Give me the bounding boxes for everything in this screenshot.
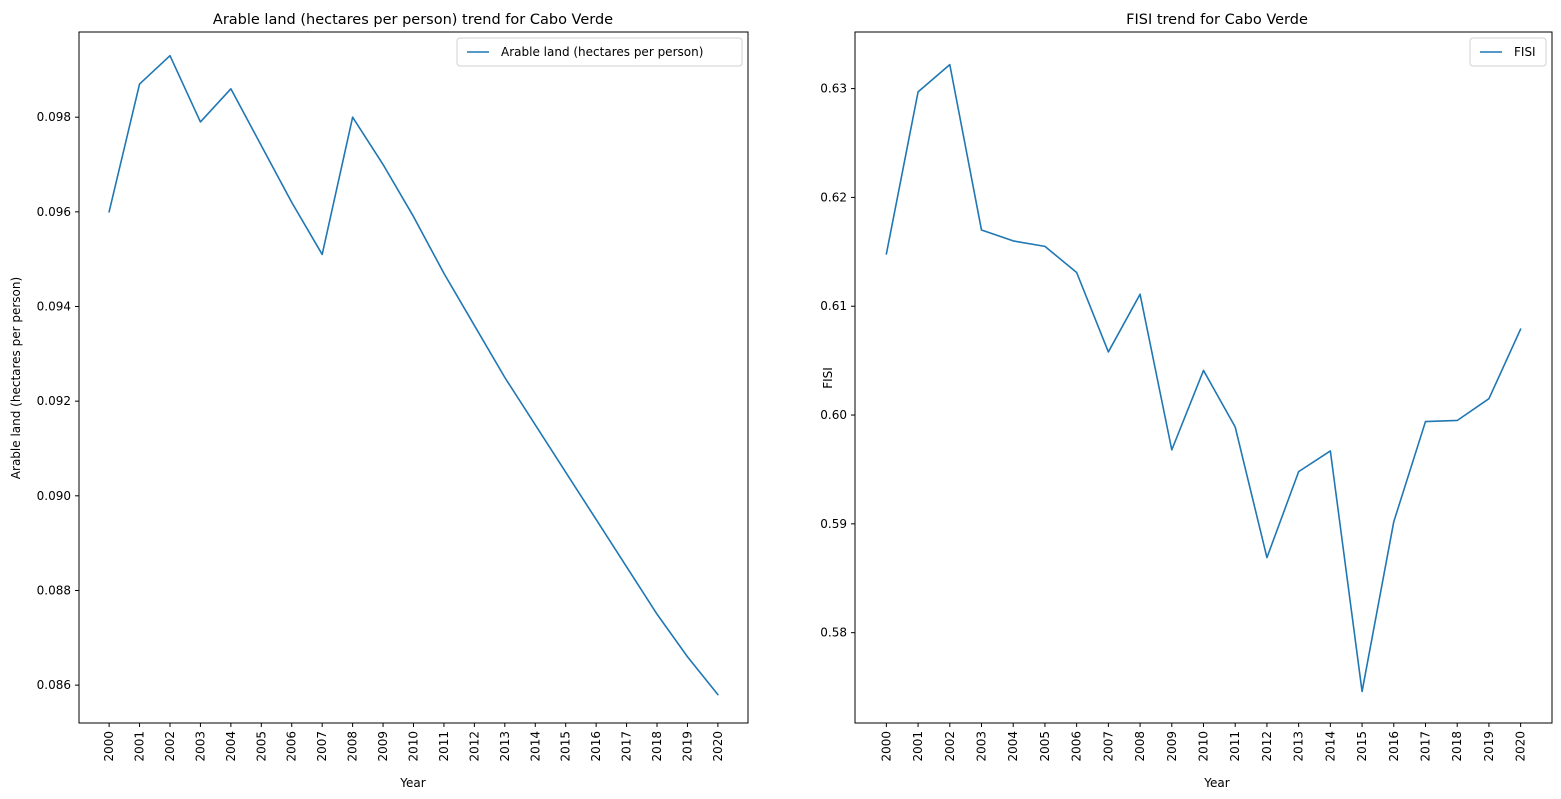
series-line: [108, 54, 719, 696]
x-tick-label: 2003: [193, 731, 207, 762]
y-ticks: 0.086 0.088 0.090 0.092 0.094 0.096 0.098: [37, 110, 79, 692]
x-tick-label: 2018: [1450, 731, 1464, 762]
x-axis-title: Year: [399, 776, 425, 790]
legend-label: FISI: [1514, 45, 1536, 59]
x-tick-label: 2006: [1070, 731, 1084, 762]
x-tick-label: 2013: [1292, 731, 1306, 762]
x-tick-label: 2001: [911, 731, 925, 762]
x-tick-label: 2019: [1482, 731, 1496, 762]
fisi-chart: FISI trend for Cabo Verde 2000 2001 2002 20…: [820, 12, 1553, 790]
x-tick-label: 2004: [1006, 731, 1020, 762]
x-tick-label: 2006: [285, 731, 299, 762]
y-tick-label: 0.63: [820, 82, 847, 96]
y-tick-label: 0.61: [820, 299, 847, 313]
x-tick-label: 2020: [1514, 731, 1528, 762]
legend-frame: [456, 37, 743, 67]
x-tick-label: 2009: [376, 731, 390, 762]
x-tick-label: 2000: [102, 731, 116, 762]
x-tick-label: 2020: [711, 731, 725, 762]
y-tick-label: 0.092: [37, 394, 71, 408]
y-axis-title: Arable land (hectares per person): [9, 277, 23, 479]
x-tick-label: 2007: [315, 731, 329, 762]
legend-frame: [1469, 37, 1547, 67]
x-tick-label: 2002: [163, 731, 177, 762]
legend: FISI: [1469, 37, 1547, 67]
x-tick-label: 2016: [589, 731, 603, 762]
y-tick-label: 0.62: [820, 190, 847, 204]
series-group: [108, 54, 719, 696]
x-tick-label: 2004: [224, 731, 238, 762]
x-tick-label: 2017: [620, 731, 634, 762]
x-axis-title: Year: [1203, 776, 1229, 790]
x-tick-label: 2005: [1038, 731, 1052, 762]
x-tick-label: 2008: [346, 731, 360, 762]
y-ticks: 0.58 0.59 0.60 0.61 0.62 0.63: [820, 82, 855, 640]
x-tick-label: 2019: [680, 731, 694, 762]
series-group: [885, 63, 1522, 693]
chart-title: Arable land (hectares per person) trend …: [213, 12, 613, 28]
y-tick-label: 0.59: [820, 517, 847, 531]
x-tick-label: 2018: [650, 731, 664, 762]
x-tick-label: 2013: [498, 731, 512, 762]
legend-label: Arable land (hectares per person): [501, 45, 703, 59]
y-tick-label: 0.60: [820, 408, 847, 422]
x-ticks: 2000 2001 2002 2003 2004 2005 2006 2007 2008 2009…: [879, 723, 1528, 762]
chart-title: FISI trend for Cabo Verde: [1126, 12, 1308, 28]
x-tick-label: 2015: [1355, 731, 1369, 762]
x-tick-label: 2001: [133, 731, 147, 762]
x-tick-label: 2002: [943, 731, 957, 762]
x-tick-label: 2014: [1323, 731, 1337, 762]
x-tick-label: 2015: [559, 731, 573, 762]
y-tick-label: 0.094: [37, 300, 71, 314]
x-tick-label: 2017: [1418, 731, 1432, 762]
x-tick-label: 2008: [1133, 731, 1147, 762]
y-axis-title: FISI: [821, 367, 835, 389]
x-tick-label: 2012: [1260, 731, 1274, 762]
x-tick-label: 2012: [467, 731, 481, 762]
x-tick-label: 2011: [1228, 731, 1242, 762]
y-tick-label: 0.088: [37, 583, 71, 597]
y-tick-label: 0.58: [820, 626, 847, 640]
y-tick-label: 0.090: [37, 489, 71, 503]
x-tick-label: 2005: [254, 731, 268, 762]
x-tick-label: 2003: [975, 731, 989, 762]
x-tick-label: 2000: [879, 731, 893, 762]
x-tick-label: 2010: [407, 731, 421, 762]
x-tick-label: 2014: [528, 731, 542, 762]
arable-land-chart: Arable land (hectares per person) trend …: [9, 12, 749, 790]
x-tick-label: 2009: [1165, 731, 1179, 762]
legend: Arable land (hectares per person): [456, 37, 743, 67]
y-tick-label: 0.096: [37, 205, 71, 219]
y-tick-label: 0.098: [37, 110, 71, 124]
x-tick-label: 2011: [437, 731, 451, 762]
x-tick-label: 2016: [1387, 731, 1401, 762]
y-tick-label: 0.086: [37, 678, 71, 692]
series-line: [885, 63, 1522, 693]
x-ticks: 2000 2001 2002 2003 2004 2005 2006 2007 2008 2009…: [102, 723, 725, 762]
x-tick-label: 2007: [1101, 731, 1115, 762]
x-tick-label: 2010: [1197, 731, 1211, 762]
